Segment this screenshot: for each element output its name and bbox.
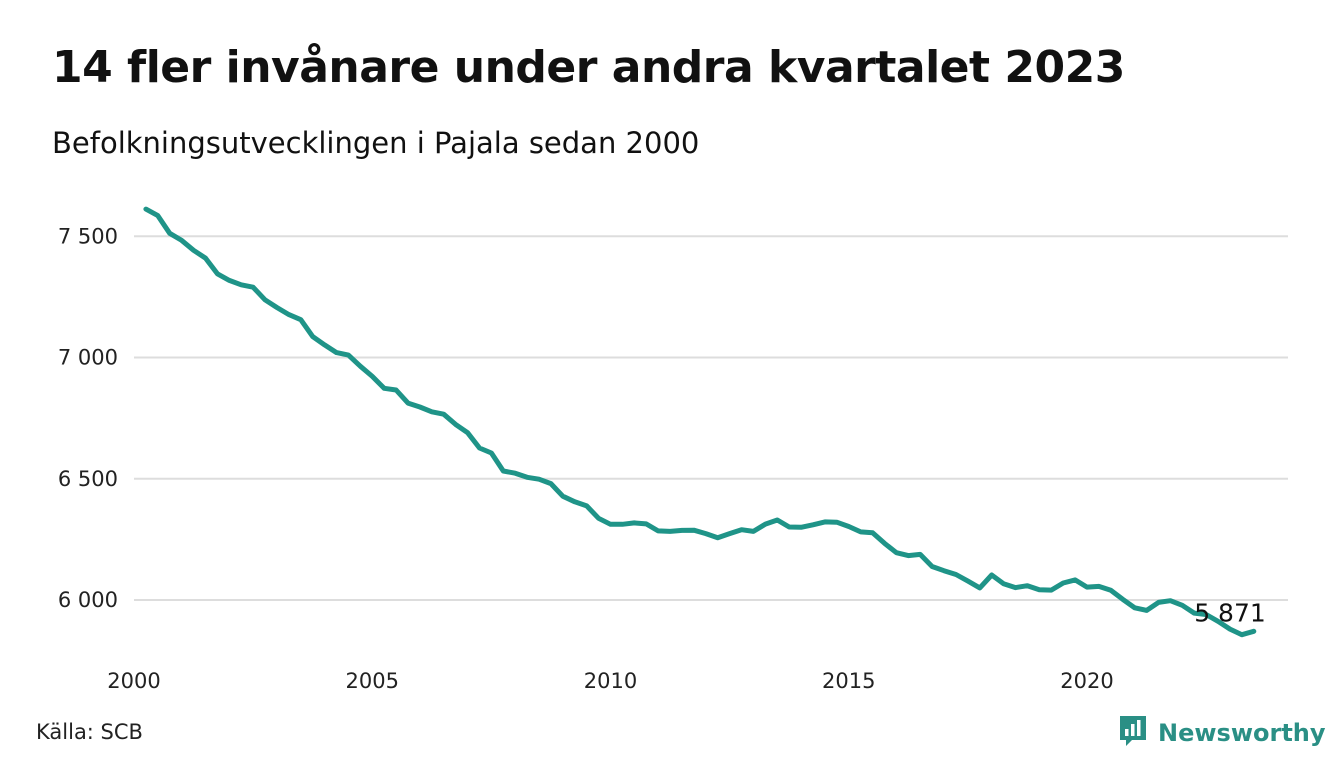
y-tick-label: 7 000 — [58, 346, 118, 370]
chart-title: 14 fler invånare under andra kvartalet 2… — [52, 42, 1125, 93]
x-tick-label: 2010 — [584, 669, 637, 693]
y-tick-label: 6 500 — [58, 467, 118, 491]
annotations: 5 871 — [1194, 598, 1266, 627]
x-tick-label: 2020 — [1060, 669, 1113, 693]
y-axis-ticks: 6 000 6 500 7 000 7 500 — [58, 224, 118, 612]
series-line-0 — [143, 206, 1257, 638]
x-axis-ticks: 2000 2005 2010 2015 2020 — [107, 669, 1113, 693]
brand-logo: Newsworthy — [1118, 714, 1326, 752]
series-group — [143, 206, 1257, 638]
source-label: Källa: SCB — [36, 720, 143, 744]
brand-name: Newsworthy — [1158, 719, 1326, 747]
gridlines — [134, 235, 1288, 601]
end-value-label: 5 871 — [1194, 598, 1266, 627]
x-tick-label: 2000 — [107, 669, 160, 693]
newsworthy-logo-icon — [1118, 714, 1148, 752]
chart-subtitle: Befolkningsutvecklingen i Pajala sedan 2… — [52, 126, 700, 160]
y-tick-label: 6 000 — [58, 588, 118, 612]
x-tick-label: 2015 — [822, 669, 875, 693]
y-tick-label: 7 500 — [58, 224, 118, 248]
x-tick-label: 2005 — [346, 669, 399, 693]
